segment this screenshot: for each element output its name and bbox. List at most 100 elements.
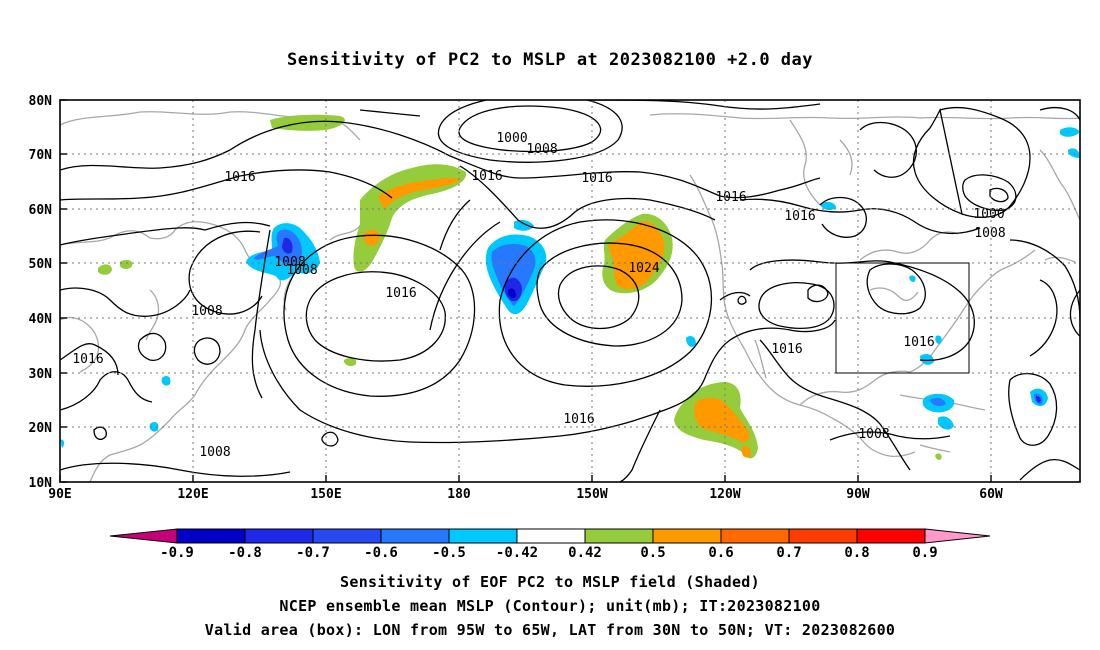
lon-tick-label: 150E (310, 487, 341, 502)
contour-label: 1008 (191, 304, 222, 319)
shade-positive-small-3 (344, 357, 357, 367)
shade-negative-small-5 (820, 201, 836, 211)
lon-tick-label: 60W (979, 487, 1003, 502)
shade-negative-upper (514, 219, 534, 231)
shade-positive-mexico-core2 (741, 445, 751, 458)
valid-area-box (835, 262, 970, 374)
contour-label: 1000 (973, 207, 1004, 222)
colorbar-swatch (380, 528, 450, 544)
footer-line-1: Sensitivity of EOF PC2 to MSLP field (Sh… (340, 573, 760, 591)
shade-negative-small-7 (920, 354, 934, 365)
colorbar-label: -0.9 (160, 545, 194, 561)
lat-tick-label: 50N (29, 257, 53, 272)
shade-negative-small-8 (935, 335, 942, 344)
chart-title: Sensitivity of PC2 to MSLP at 2023082100… (286, 50, 813, 70)
contour-labels: 1000 1008 1016 1016 1016 1016 1008 1008 … (72, 131, 1005, 460)
contour-label: 1016 (563, 412, 594, 427)
contour-label: 1016 (784, 209, 815, 224)
lat-tick-label: 30N (29, 367, 53, 382)
lat-tick-label: 80N (29, 94, 53, 109)
contour-label: 1024 (628, 261, 659, 276)
colorbar-label: 0.9 (912, 545, 937, 561)
shade-negative-northatlantic (1060, 127, 1080, 137)
colorbar-label: -0.5 (432, 545, 466, 561)
colorbar-label: 0.8 (844, 545, 869, 561)
colorbar-label: 0.42 (568, 545, 602, 561)
contour-label: 1008 (526, 142, 557, 157)
gridlines (60, 100, 1080, 482)
colorbar-label: -0.8 (228, 545, 262, 561)
contour-label: 1008 (286, 263, 317, 278)
shade-positive-small-1 (98, 264, 112, 275)
lon-tick-label: 180 (447, 487, 471, 502)
lon-tick-label: 120W (709, 487, 740, 502)
shade-positive-arctic (270, 114, 345, 131)
colorbar-swatch (652, 528, 722, 544)
lat-tick-label: 20N (29, 421, 53, 436)
contour-label: 1016 (72, 352, 103, 367)
axis-ticks (59, 99, 992, 483)
colorbar-label: -0.7 (296, 545, 330, 561)
colorbar-swatch (856, 528, 926, 544)
shade-negative-small-4 (686, 336, 696, 347)
colorbar-label: -0.42 (496, 545, 538, 561)
colorbar-swatch (584, 528, 654, 544)
lat-tick-label: 70N (29, 148, 53, 163)
shade-positive-kamchatka-core (378, 177, 460, 210)
shade-positive-gulf-alaska-core (608, 221, 665, 290)
contour-label: 1008 (974, 226, 1005, 241)
shade-negative-japan-core2 (282, 237, 293, 254)
colorbar-max-arrow (924, 528, 991, 544)
colorbar-swatch (788, 528, 858, 544)
footer-line-3: Valid area (box): LON from 95W to 65W, L… (204, 621, 896, 639)
lat-tick-label: 40N (29, 312, 53, 327)
contour-label: 1016 (471, 169, 502, 184)
shade-negative-dateline-core (491, 244, 536, 306)
colorbar-swatch (448, 528, 518, 544)
colorbar-label: 0.5 (640, 545, 665, 561)
contour-label: 1016 (224, 170, 255, 185)
longitude-labels: 90E 120E 150E 180 150W 120W 90W 60W (48, 487, 1003, 502)
footer-line-2: NCEP ensemble mean MSLP (Contour); unit(… (279, 597, 821, 615)
sensitivity-shading (60, 114, 1080, 460)
shade-positive-small-4 (935, 453, 942, 460)
colorbar-swatch (312, 528, 382, 544)
contour-label: 1008 (199, 445, 230, 460)
contour-label: 1016 (771, 342, 802, 357)
latitude-labels: 80N 70N 60N 50N 40N 30N 20N 10N (29, 94, 53, 491)
colorbar: -0.9 -0.8 -0.7 -0.6 -0.5 -0.42 0.42 0.5 … (109, 528, 991, 561)
map-frame (59, 99, 1081, 483)
contour-label: 1000 (496, 131, 527, 146)
shade-negative-atlantic-core2 (1036, 396, 1041, 403)
contour-label: 1016 (715, 190, 746, 205)
shade-negative-small-6 (909, 275, 916, 282)
shade-positive-kamchatka-core2 (362, 229, 380, 246)
shade-negative-small-1 (161, 376, 171, 386)
colorbar-label: 0.7 (776, 545, 801, 561)
colorbar-label: 0.6 (708, 545, 733, 561)
lat-tick-label: 60N (29, 203, 53, 218)
lon-tick-label: 120E (177, 487, 208, 502)
contour-label: 1016 (385, 286, 416, 301)
lon-tick-label: 150W (576, 487, 607, 502)
colorbar-swatch (176, 528, 246, 544)
contour-label: 1016 (581, 171, 612, 186)
contour-label: 1016 (903, 335, 934, 350)
colorbar-swatch (720, 528, 790, 544)
colorbar-label: -0.6 (364, 545, 398, 561)
shade-positive-mexico-core (694, 397, 750, 443)
lon-tick-label: 90E (48, 487, 71, 502)
colorbar-min-arrow (109, 528, 178, 544)
colorbar-swatch (516, 528, 586, 544)
shade-positive-small-2 (120, 259, 133, 269)
shade-negative-small-2 (149, 422, 159, 432)
contour-label: 1008 (858, 427, 889, 442)
shade-negative-caribbean (938, 416, 954, 430)
shade-negative-small-3 (60, 439, 65, 448)
lon-tick-label: 90W (846, 487, 870, 502)
shade-negative-bermuda-core (930, 397, 946, 407)
colorbar-swatch (244, 528, 314, 544)
mslp-contours (60, 100, 1080, 482)
shade-negative-northatlantic2 (1068, 148, 1080, 158)
